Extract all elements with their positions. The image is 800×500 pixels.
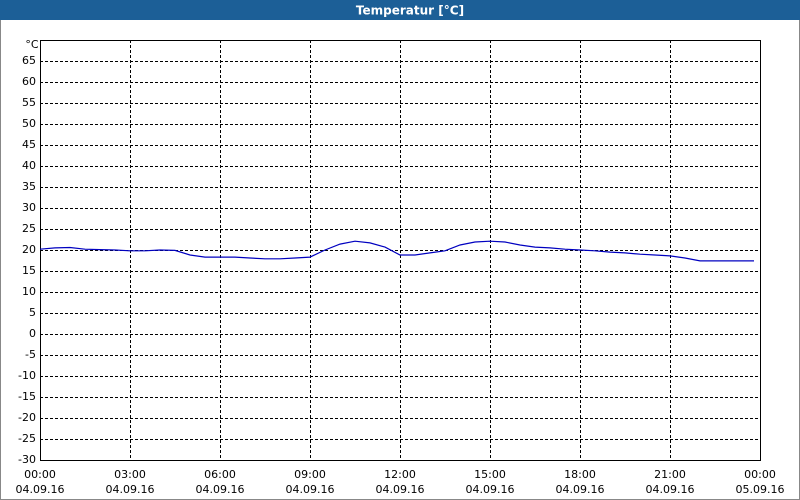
- x-tick-label: 00:00: [24, 468, 56, 481]
- x-tick-label: 09:00: [294, 468, 326, 481]
- y-tick-label: -5: [25, 348, 36, 361]
- x-tick-label: 04.09.16: [286, 483, 335, 496]
- x-tick-label: 04.09.16: [16, 483, 65, 496]
- x-tick-label: 03:00: [114, 468, 146, 481]
- y-tick-label: -15: [18, 390, 36, 403]
- y-tick-label: 50: [22, 117, 36, 130]
- chart-title: Temperatur [°C]: [356, 4, 464, 18]
- y-tick-label: 25: [22, 222, 36, 235]
- x-tick-label: 18:00: [564, 468, 596, 481]
- y-tick-label: 65: [22, 54, 36, 67]
- temperature-line: [39, 240, 754, 262]
- y-tick-label: 15: [22, 264, 36, 277]
- y-tick-label: 45: [22, 138, 36, 151]
- y-tick-label: 5: [29, 306, 36, 319]
- title-bar: [0, 0, 800, 20]
- y-tick-label: 60: [22, 75, 36, 88]
- x-tick-label: 05.09.16: [736, 483, 785, 496]
- y-tick-label: 20: [22, 243, 36, 256]
- x-tick-label: 04.09.16: [376, 483, 425, 496]
- x-tick-label: 15:00: [474, 468, 506, 481]
- x-tick-label: 06:00: [204, 468, 236, 481]
- y-tick-label: -30: [18, 453, 36, 466]
- y-tick-label: 0: [29, 327, 36, 340]
- y-tick-label: -20: [18, 411, 36, 424]
- x-tick-label: 21:00: [654, 468, 686, 481]
- x-tick-label: 00:00: [744, 468, 776, 481]
- y-tick-label: 10: [22, 285, 36, 298]
- y-tick-label: 40: [22, 159, 36, 172]
- plot-border: [40, 40, 761, 461]
- y-tick-label: 35: [22, 180, 36, 193]
- x-tick-label: 12:00: [384, 468, 416, 481]
- y-tick-label: -10: [18, 369, 36, 382]
- y-tick-label: 55: [22, 96, 36, 109]
- y-tick-label: 30: [22, 201, 36, 214]
- x-tick-label: 04.09.16: [196, 483, 245, 496]
- x-tick-label: 04.09.16: [556, 483, 605, 496]
- x-tick-label: 04.09.16: [466, 483, 515, 496]
- x-tick-label: 04.09.16: [646, 483, 695, 496]
- y-axis-label: °C: [25, 38, 39, 51]
- x-tick-label: 04.09.16: [106, 483, 155, 496]
- y-tick-label: -25: [18, 432, 36, 445]
